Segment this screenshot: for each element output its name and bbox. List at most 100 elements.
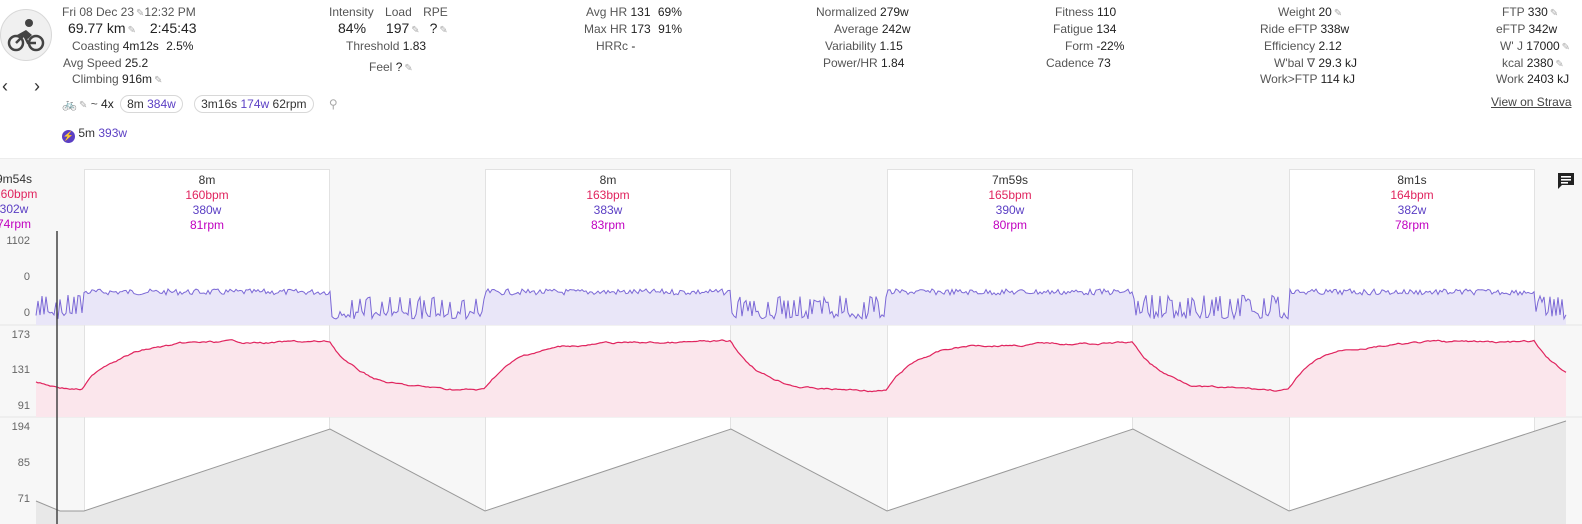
work-stat: Work 2403 kJ [1496, 71, 1569, 88]
chip-rest-power: 174w [240, 97, 270, 111]
avg-hr-label: Avg HR [586, 5, 628, 19]
fatigue-stat: Fatigue 134 [1053, 21, 1116, 38]
altitude-axis-mid: 85 [17, 457, 30, 469]
activity-chart[interactable]: 9m54s 160bpm 302w 74rpm 8m 160bpm 380w 8… [0, 158, 1582, 524]
work-label: Work [1496, 72, 1524, 86]
edit-pencil-icon[interactable]: ✎ [1333, 8, 1343, 19]
weight-value: 20 [1318, 5, 1332, 19]
kcal-label: kcal [1502, 56, 1524, 70]
activity-streams-graph[interactable] [0, 231, 1582, 524]
variability-value: 1.15 [879, 39, 903, 53]
best-effort-power: 393w [98, 126, 128, 140]
ftp-label: FTP [1502, 5, 1525, 19]
work-ftp-label: Work>FTP [1260, 72, 1318, 86]
variability-stat: Variability 1.15 [825, 38, 903, 55]
hrrc-label: HRRc [596, 39, 628, 53]
interval-hr: 160bpm [0, 187, 38, 201]
interval-power: 383w [593, 203, 623, 217]
hr-axis-top: 173 [11, 329, 30, 341]
wbal-label: W'bal ∇ [1274, 56, 1315, 70]
power-line [35, 287, 1567, 321]
interval-power: 380w [192, 203, 222, 217]
threshold-label: Threshold [346, 39, 400, 53]
fatigue-label: Fatigue [1053, 22, 1094, 36]
edit-pencil-icon[interactable]: ✎ [1555, 59, 1564, 70]
altitude-axis-bottom: 71 [17, 493, 30, 505]
average-power-stat: Average 242w [834, 21, 911, 38]
cadence-stat: Cadence 73 [1046, 55, 1111, 72]
normalized-label: Normalized [816, 5, 877, 19]
edit-pencil-icon[interactable]: ✎ [136, 8, 145, 19]
threshold-stat: Threshold 1.83 [346, 38, 426, 55]
fatigue-value: 134 [1096, 22, 1117, 36]
interval-hr: 164bpm [1390, 188, 1434, 202]
interval-count: 4x [101, 97, 114, 111]
cyclist-icon [7, 19, 45, 52]
interval-cadence: 74rpm [0, 217, 31, 231]
form-value: -22% [1096, 39, 1125, 53]
comment-icon[interactable] [1556, 171, 1576, 191]
load-header-labels: Intensity Load RPE [329, 4, 448, 21]
interval-cadence: 80rpm [992, 218, 1027, 232]
hrrc-stat: HRRc - [596, 38, 635, 55]
power-axis-mid: 0 [23, 271, 30, 283]
load-label: Load [385, 5, 412, 19]
wj-label: W' J [1500, 39, 1523, 53]
altitude-area [36, 421, 1566, 524]
avg-speed-stat: Avg Speed 25.2 [63, 55, 148, 72]
edit-pencil-icon[interactable]: ✎ [1549, 8, 1559, 19]
edit-pencil-icon[interactable]: ✎ [154, 75, 163, 86]
threshold-value: 1.83 [402, 39, 427, 53]
climbing-label: Climbing [72, 72, 119, 86]
edit-pencil-icon[interactable]: ✎ [439, 25, 448, 36]
ftp-value: 330 [1527, 5, 1548, 19]
power-hr-stat: Power/HR 1.84 [823, 55, 904, 72]
max-hr-value: 173 [630, 22, 651, 36]
feel-stat: Feel ? ✎ [369, 59, 413, 76]
form-label: Form [1065, 39, 1093, 53]
avg-speed-label: Avg Speed [63, 56, 122, 70]
interval-summary-partial[interactable]: 9m54s 160bpm 302w 74rpm [0, 169, 38, 232]
interval-chip-rest[interactable]: 3m16s 174w 62rpm [194, 95, 314, 113]
feel-value: ? [395, 60, 403, 74]
work-ftp-stat: Work>FTP 114 kJ [1260, 71, 1355, 88]
climbing-stat: Climbing 916m ✎ [72, 71, 162, 88]
next-activity-button[interactable]: › [34, 76, 40, 96]
activity-type-avatar [0, 9, 52, 61]
cadence-value: 73 [1097, 56, 1111, 70]
chip-work-power: 384w [147, 97, 176, 111]
activity-distance-duration: 69.77 km ✎ 2:45:43 [68, 20, 197, 37]
work-value: 2403 kJ [1527, 72, 1570, 86]
efficiency-stat: Efficiency 2.12 [1264, 38, 1342, 55]
tilde-symbol: ~ [90, 97, 98, 111]
edit-pencil-icon[interactable]: ✎ [1561, 42, 1571, 53]
avg-hr-value: 131 [630, 5, 651, 19]
edit-pencil-icon[interactable]: ✎ [127, 25, 136, 36]
wj-value: 17000 [1526, 39, 1560, 53]
edit-pencil-icon[interactable]: ✎ [404, 63, 413, 74]
bike-icon[interactable]: 🚲 [62, 97, 77, 111]
load-value: 197 [385, 20, 410, 36]
interval-duration: 8m1s [1397, 173, 1427, 187]
search-icon[interactable]: ⚲ [328, 97, 338, 111]
intensity-label: Intensity [329, 5, 374, 19]
power-axis-top: 1102 [6, 235, 30, 247]
activity-date: Fri 08 Dec 23 [62, 5, 135, 19]
weight-label: Weight [1278, 5, 1316, 19]
efficiency-label: Efficiency [1264, 39, 1316, 53]
wbal-stat: W'bal ∇ 29.3 kJ [1274, 55, 1357, 72]
edit-pencil-icon[interactable]: ✎ [411, 25, 420, 36]
best-effort-time: 5m [78, 126, 96, 140]
interval-hr: 165bpm [988, 188, 1032, 202]
view-on-strava-link[interactable]: View on Strava [1491, 95, 1572, 109]
previous-activity-button[interactable]: ‹ [2, 76, 8, 96]
best-effort-row: ⚡ 5m 393w [62, 124, 128, 143]
interval-power: 302w [0, 202, 29, 216]
chip-rest-time: 3m16s [201, 97, 238, 111]
coasting-label: Coasting [72, 39, 120, 53]
interval-chip-work[interactable]: 8m 384w [120, 95, 183, 113]
edit-pencil-icon[interactable]: ✎ [78, 100, 88, 111]
power-axis-bottom: 0 [23, 307, 30, 319]
climbing-value: 916m [122, 72, 153, 86]
hr-area [36, 339, 1566, 417]
